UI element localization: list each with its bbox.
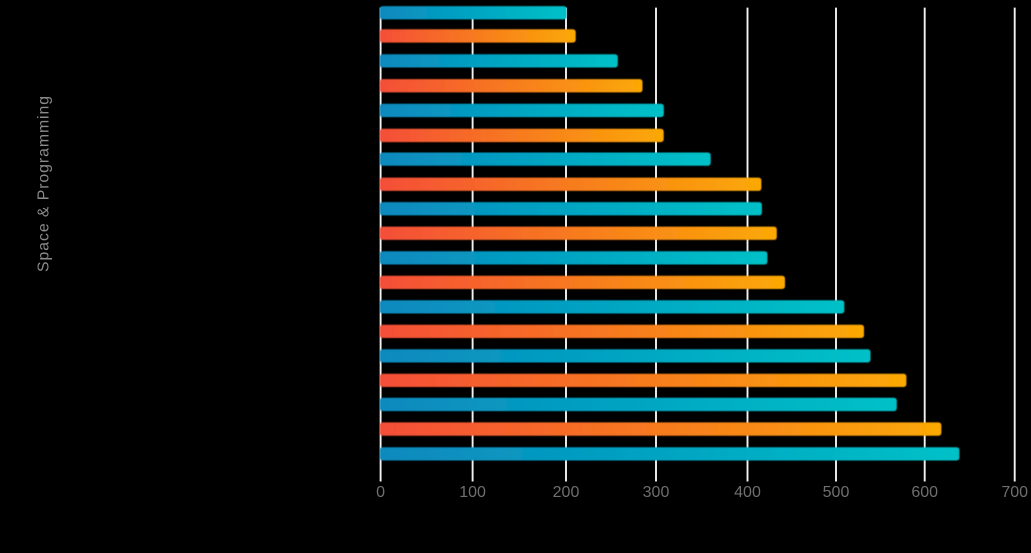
svg-text:300: 300 (643, 484, 670, 501)
svg-text:500: 500 (823, 484, 850, 501)
svg-text:Space & Programming: Space & Programming (35, 95, 52, 272)
svg-text:200: 200 (553, 484, 580, 501)
svg-text:0: 0 (376, 484, 385, 501)
svg-text:700: 700 (1001, 484, 1028, 501)
svg-text:600: 600 (911, 484, 938, 501)
svg-text:100: 100 (459, 484, 486, 501)
svg-text:400: 400 (734, 484, 761, 501)
